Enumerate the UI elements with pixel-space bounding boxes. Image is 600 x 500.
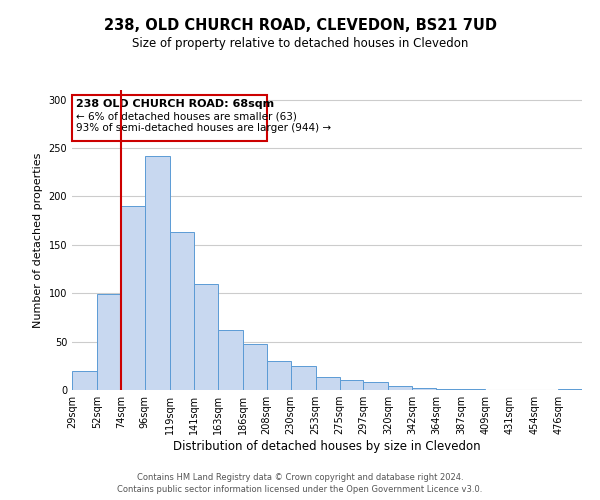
Bar — [194, 284, 218, 390]
Bar — [243, 344, 266, 390]
Text: Contains HM Land Registry data © Crown copyright and database right 2024.: Contains HM Land Registry data © Crown c… — [137, 472, 463, 482]
Bar — [121, 206, 145, 390]
Bar — [218, 330, 243, 390]
Bar — [340, 380, 364, 390]
Bar — [170, 232, 194, 390]
Text: 93% of semi-detached houses are larger (944) →: 93% of semi-detached houses are larger (… — [76, 123, 331, 133]
Bar — [364, 382, 388, 390]
Text: ← 6% of detached houses are smaller (63): ← 6% of detached houses are smaller (63) — [76, 112, 297, 122]
Text: Size of property relative to detached houses in Clevedon: Size of property relative to detached ho… — [132, 38, 468, 51]
Text: 238 OLD CHURCH ROAD: 68sqm: 238 OLD CHURCH ROAD: 68sqm — [76, 98, 274, 108]
X-axis label: Distribution of detached houses by size in Clevedon: Distribution of detached houses by size … — [173, 440, 481, 453]
Bar — [316, 378, 340, 390]
Bar — [97, 294, 121, 390]
Text: 238, OLD CHURCH ROAD, CLEVEDON, BS21 7UD: 238, OLD CHURCH ROAD, CLEVEDON, BS21 7UD — [104, 18, 497, 32]
Y-axis label: Number of detached properties: Number of detached properties — [33, 152, 43, 328]
Bar — [461, 389, 485, 390]
Bar — [388, 386, 412, 390]
Bar — [412, 388, 436, 390]
Bar — [558, 389, 582, 390]
Bar — [72, 95, 266, 142]
Bar — [145, 156, 170, 390]
Bar — [72, 370, 97, 390]
Bar — [266, 361, 290, 390]
Text: Contains public sector information licensed under the Open Government Licence v3: Contains public sector information licen… — [118, 485, 482, 494]
Bar — [290, 366, 316, 390]
Bar — [436, 389, 461, 390]
